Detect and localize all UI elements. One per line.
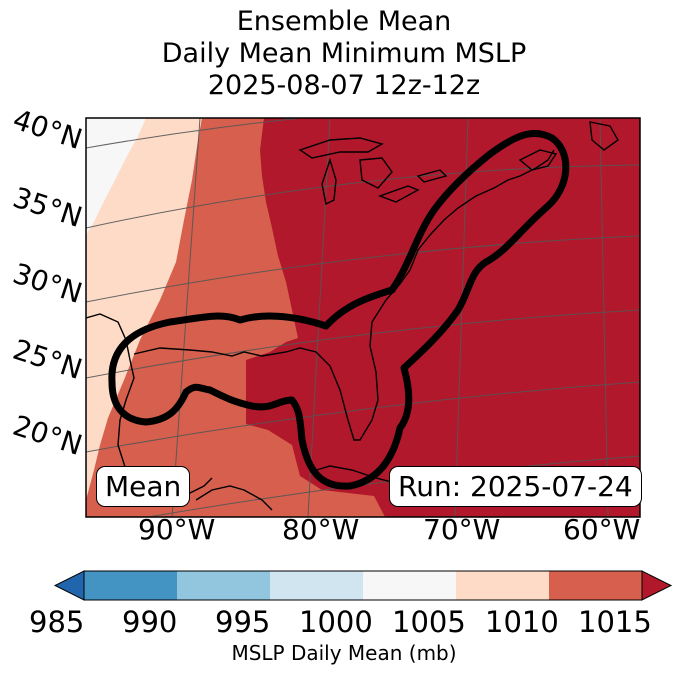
colorbar-extend-high: [641, 570, 673, 601]
coastline-newfoundland: [589, 121, 619, 151]
colorbar-segment-995-1000: [270, 571, 364, 600]
colorbar-tick-995: 995: [215, 605, 271, 639]
colorbar-tick-1010: 1010: [485, 605, 559, 639]
colorbar-tick-990: 990: [122, 605, 178, 639]
mean-label-box: Mean: [96, 466, 191, 507]
mslp-band-1000-1005: [86, 118, 146, 235]
graticule-lat-25: [86, 309, 640, 379]
lon-label-80: 80°W: [282, 513, 360, 546]
colorbar-tick-1015: 1015: [578, 605, 652, 639]
colorbar-segment-1005-1010: [456, 571, 550, 600]
colorbar-tick-1005: 1005: [392, 605, 466, 639]
mslp-band-1005-1010: [86, 118, 202, 500]
lon-label-60: 60°W: [563, 513, 641, 546]
colorbar-label: MSLP Daily Mean (mb): [231, 641, 457, 665]
map-frame: [85, 117, 641, 518]
great-lake-superior: [298, 137, 384, 159]
coastline-nova-scotia: [518, 149, 558, 171]
lon-label-70: 70°W: [423, 513, 501, 546]
colorbar-segment-985-990: [84, 571, 178, 600]
colorbar-segment-990-995: [177, 571, 271, 600]
run-date-box: Run: 2025-07-24: [389, 466, 642, 507]
mslp-contour-outline: [108, 130, 570, 490]
colorbar-tick-985: 985: [29, 605, 85, 639]
colorbar-frame: [83, 570, 643, 601]
great-lake-michigan: [321, 157, 337, 206]
graticule-lat-35: [86, 164, 640, 229]
graticule-lat-20: [86, 381, 640, 453]
colorbar-segment-1010-1015: [549, 571, 643, 600]
coastline-yucatan: [195, 485, 273, 511]
graticule-lon-80: [307, 118, 331, 517]
great-lake-erie: [377, 185, 420, 203]
title-line-1: Ensemble Mean: [236, 6, 452, 37]
graticule-lon-70: [454, 118, 469, 517]
coastline-gulf-north: [133, 149, 555, 441]
graticule-lon-60: [599, 118, 609, 517]
mslp-band-above-1015: [246, 118, 640, 517]
great-lake-huron: [359, 157, 393, 189]
title-line-3: 2025-08-07 12z-12z: [207, 70, 481, 101]
graticule-lat-40: [86, 118, 308, 149]
colorbar-segments: [84, 571, 643, 600]
colorbar-extend-low: [53, 570, 85, 601]
great-lake-ontario: [416, 169, 448, 183]
graticule-lat-30: [86, 235, 640, 303]
lon-label-90: 90°W: [138, 513, 216, 546]
colorbar-tick-1000: 1000: [299, 605, 373, 639]
colorbar-segment-1000-1005: [363, 571, 457, 600]
title-line-2: Daily Mean Minimum MSLP: [161, 38, 527, 69]
